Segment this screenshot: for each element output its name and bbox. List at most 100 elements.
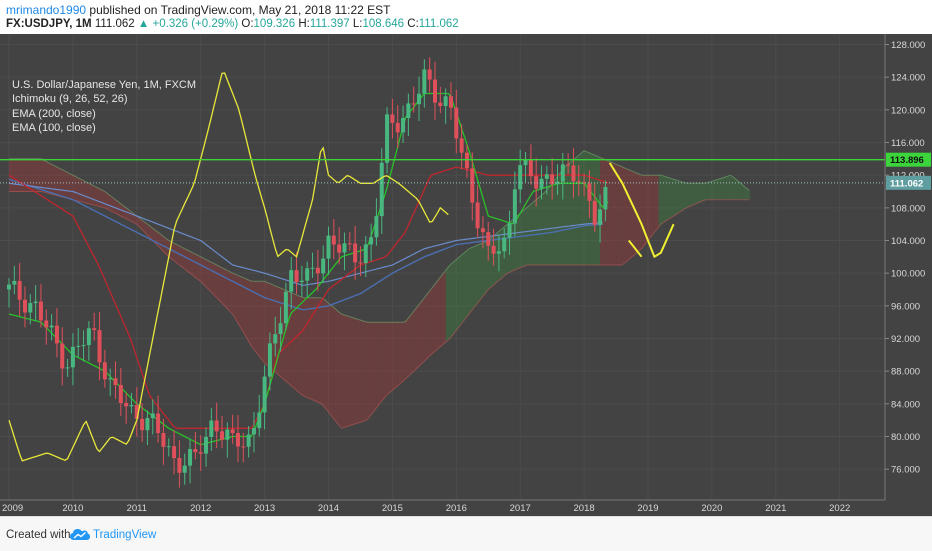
ichimoku-cloud-segment xyxy=(317,297,324,406)
ichimoku-cloud-segment xyxy=(637,173,643,253)
time-axis-tick-label: 2009 xyxy=(2,503,23,514)
candle-body xyxy=(177,458,182,473)
candle-body xyxy=(427,69,432,80)
ichimoku-cloud-segment xyxy=(530,199,537,265)
time-axis-tick-label: 2014 xyxy=(318,503,339,514)
ichimoku-cloud-segment xyxy=(248,279,254,350)
candle-body xyxy=(283,291,288,324)
candle-body xyxy=(299,280,304,283)
ichimoku-cloud-segment xyxy=(67,172,73,200)
footer-bar: Created with TradingView xyxy=(0,516,932,551)
legend-ema100[interactable]: EMA (100, close) xyxy=(12,122,96,135)
tradingview-cloud-logo-icon[interactable] xyxy=(70,528,90,541)
legend-ema200[interactable]: EMA (200, close) xyxy=(12,107,96,120)
ichimoku-cloud-segment xyxy=(355,318,361,424)
candle-body xyxy=(278,323,283,335)
ichimoku-cloud-segment xyxy=(40,158,47,193)
chart-area[interactable]: 128.000124.000120.000116.000112.000108.0… xyxy=(0,34,932,516)
candle-body xyxy=(225,429,230,440)
chikou-lagging-span-line xyxy=(8,72,449,462)
candle-body xyxy=(124,403,129,407)
legend-ichimoku[interactable]: Ichimoku (9, 26, 52, 26) xyxy=(12,93,128,106)
ichimoku-cloud-segment xyxy=(232,273,238,324)
candle-body xyxy=(49,325,54,328)
candle-body xyxy=(603,186,608,210)
candle-body xyxy=(353,243,358,263)
time-axis-tick-label: 2019 xyxy=(637,503,658,514)
candle-body xyxy=(576,181,581,183)
ichimoku-cloud-segment xyxy=(62,169,68,199)
ichimoku-cloud-segment xyxy=(648,175,654,241)
candle-body xyxy=(512,189,517,224)
ichimoku-cloud-segment xyxy=(616,164,622,265)
ichimoku-cloud-segment xyxy=(360,320,366,423)
ichimoku-cloud-segment xyxy=(227,270,233,314)
ichimoku-cloud-segment xyxy=(24,158,31,192)
low-value: 108.646 xyxy=(362,18,405,30)
candle-body xyxy=(129,404,134,407)
candle-body xyxy=(7,284,11,290)
time-axis-tick-label: 2010 xyxy=(62,503,83,514)
ichimoku-cloud-segment xyxy=(387,322,393,395)
candle-body xyxy=(539,178,544,189)
author-link[interactable]: mrimando1990 xyxy=(6,3,87,17)
ichimoku-cloud-segment xyxy=(392,322,398,391)
candle-body xyxy=(182,465,187,473)
ichimoku-cloud-segment xyxy=(365,321,372,421)
candle-body xyxy=(443,96,448,107)
ichimoku-cloud-segment xyxy=(381,322,388,402)
candle-body xyxy=(438,102,443,107)
ichimoku-cloud-segment xyxy=(435,277,441,352)
candle-body xyxy=(422,69,427,94)
ichimoku-cloud-segment xyxy=(445,264,451,343)
candle-body xyxy=(241,446,246,448)
candle-body xyxy=(161,433,166,447)
header-bar: mrimando1990 published on TradingView.co… xyxy=(0,0,932,34)
ichimoku-cloud-segment xyxy=(669,177,675,219)
ichimoku-cloud-segment xyxy=(413,304,420,372)
price-chart[interactable]: 128.000124.000120.000116.000112.000108.0… xyxy=(0,34,932,516)
ichimoku-cloud-segment xyxy=(56,167,63,197)
price-label-last: 111.062 xyxy=(890,178,923,189)
ichimoku-cloud-segment xyxy=(291,292,297,391)
price-axis-tick-label: 88.000 xyxy=(891,367,920,378)
price-axis-tick-label: 84.000 xyxy=(891,399,920,410)
ichimoku-cloud-segment xyxy=(323,298,329,412)
high-value: 111.397 xyxy=(309,18,350,30)
ichimoku-cloud-segment xyxy=(727,176,734,200)
candle-body xyxy=(390,114,395,123)
candle-body xyxy=(235,433,240,447)
candle-body xyxy=(470,168,475,203)
candle-body xyxy=(172,446,177,459)
close-value: 111.062 xyxy=(418,18,459,30)
candle-body xyxy=(204,436,209,454)
candle-body xyxy=(92,328,97,331)
ichimoku-cloud-segment xyxy=(594,155,601,265)
time-axis-tick-label: 2015 xyxy=(382,503,403,514)
candle-body xyxy=(22,299,27,313)
ichimoku-cloud-segment xyxy=(722,176,728,200)
time-axis-background xyxy=(0,500,932,516)
candle-body xyxy=(534,176,539,189)
candle-body xyxy=(12,280,17,285)
tradingview-brand-link[interactable]: TradingView xyxy=(93,529,157,541)
ichimoku-cloud-segment xyxy=(711,179,718,200)
candle-body xyxy=(459,138,464,153)
candle-body xyxy=(65,367,70,369)
price-axis-tick-label: 76.000 xyxy=(891,465,920,476)
candle-body xyxy=(448,96,453,108)
ichimoku-cloud-segment xyxy=(685,182,691,209)
time-axis-tick-label: 2021 xyxy=(765,503,786,514)
time-axis-tick-label: 2017 xyxy=(510,503,531,514)
legend-title[interactable]: U.S. Dollar/Japanese Yen, 1M, FXCM xyxy=(12,79,197,91)
price-label-last-box xyxy=(886,175,931,190)
ichimoku-cloud-segment xyxy=(514,213,521,270)
ichimoku-cloud-segment xyxy=(142,220,148,236)
chart-legend: U.S. Dollar/Japanese Yen, 1M, FXCM Ichim… xyxy=(12,78,196,136)
ichimoku-cloud-segment xyxy=(200,256,207,287)
ichimoku-cloud-segment xyxy=(743,186,750,200)
ichimoku-cloud-segment xyxy=(301,297,308,398)
open-value: 109.326 xyxy=(253,18,296,30)
candle-body xyxy=(60,343,65,369)
candle-body xyxy=(76,345,81,347)
